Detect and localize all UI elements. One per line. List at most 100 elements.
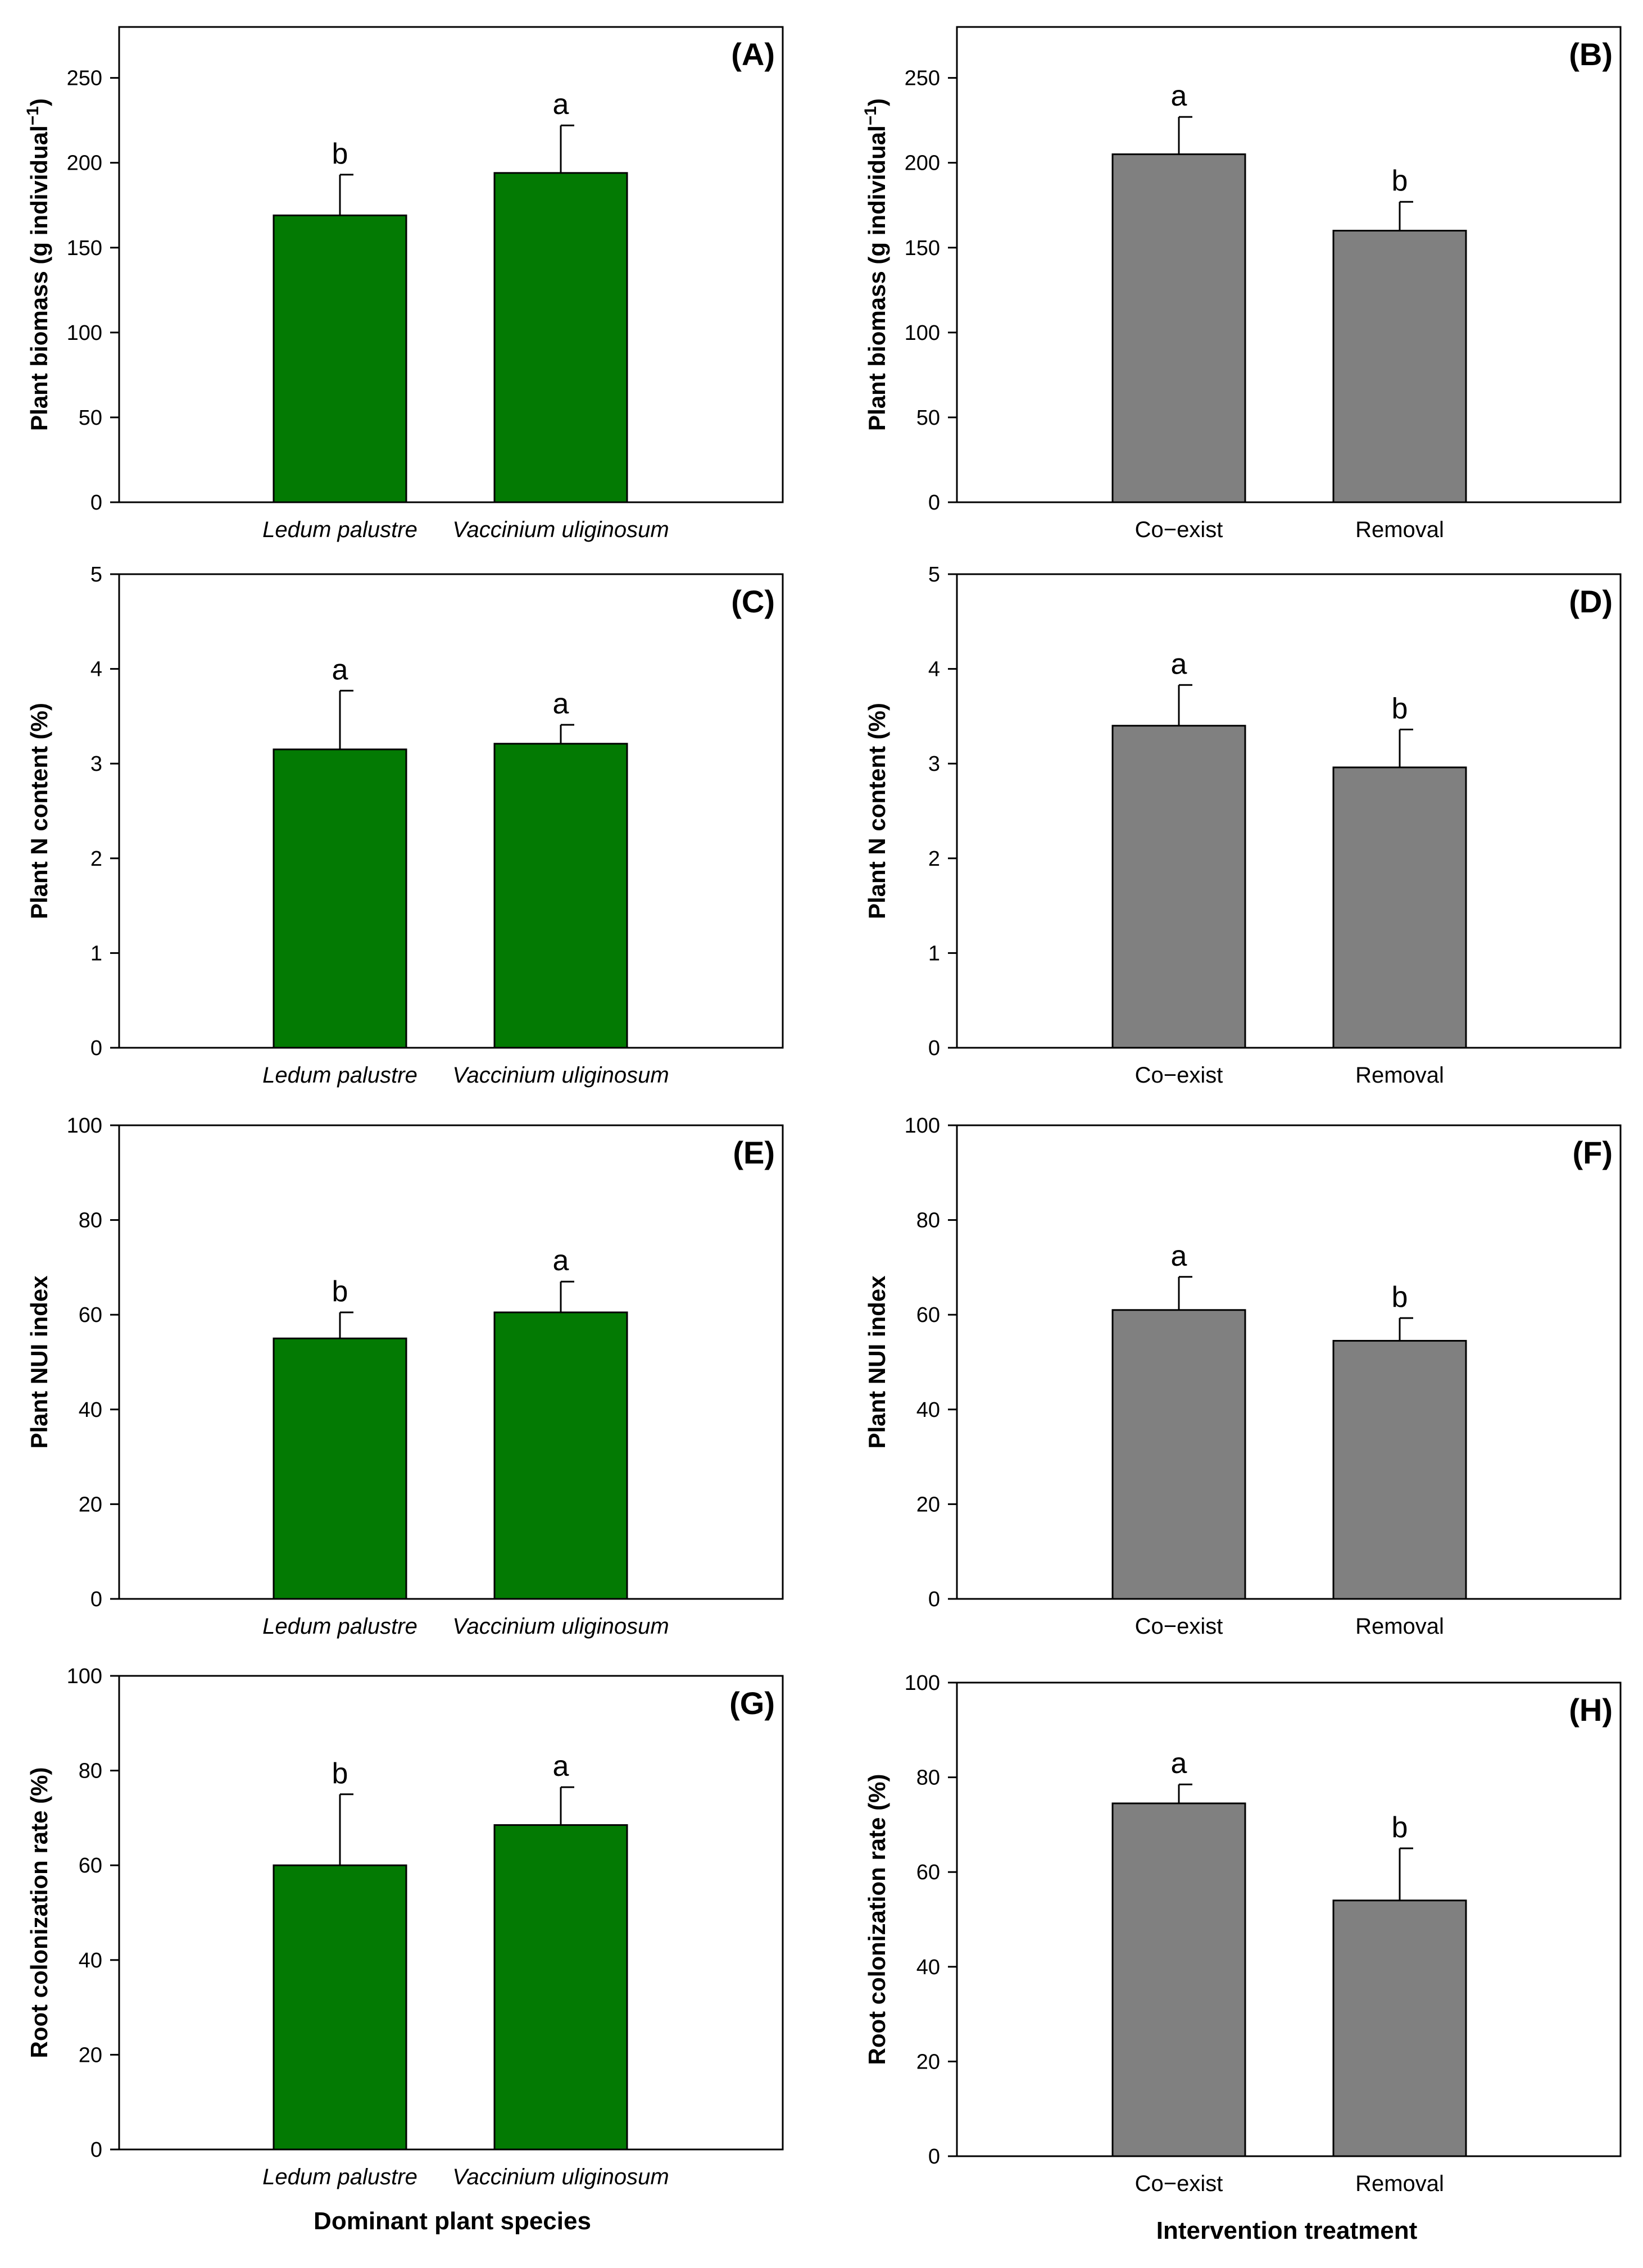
y-tick-label: 80 xyxy=(916,1766,940,1790)
significance-letter: b xyxy=(1392,693,1408,725)
y-tick-label: 50 xyxy=(79,406,102,430)
significance-letter: b xyxy=(1392,1281,1408,1313)
y-tick-label: 1 xyxy=(90,942,102,965)
chart-panel-g: 0 20 40 60 80 100 b Ledum palustre a Vaccinium ul… xyxy=(26,1665,784,2189)
panel-tag: (G) xyxy=(729,1685,775,1721)
bar xyxy=(1111,1309,1246,1600)
y-tick-label: 5 xyxy=(928,563,940,587)
y-tick-label: 2 xyxy=(90,847,102,871)
y-axis-label: Plant N content (%) xyxy=(864,703,890,919)
category-label: Ledum palustre xyxy=(262,1614,417,1639)
y-tick-label: 40 xyxy=(916,1398,940,1422)
plot-frame xyxy=(118,1124,784,1600)
y-tick-label: 0 xyxy=(90,1037,102,1060)
y-tick-label: 0 xyxy=(928,1037,940,1060)
y-tick-label: 100 xyxy=(67,1665,102,1688)
y-tick-label: 4 xyxy=(928,658,940,681)
significance-letter: a xyxy=(332,653,348,686)
significance-letter: b xyxy=(1392,165,1408,197)
significance-letter: a xyxy=(1171,1747,1187,1780)
y-tick-label: 200 xyxy=(905,152,940,175)
significance-letter: a xyxy=(553,88,569,121)
category-label: Removal xyxy=(1355,1063,1444,1088)
category-label: Vaccinium uliginosum xyxy=(452,517,669,542)
y-axis-label: Plant NUI index xyxy=(26,1275,52,1449)
y-tick-label: 20 xyxy=(79,1493,102,1516)
y-tick-label: 4 xyxy=(90,658,102,681)
y-tick-label: 150 xyxy=(905,237,940,260)
y-tick-label: 40 xyxy=(79,1398,102,1422)
bar xyxy=(493,1824,628,2151)
y-tick-label: 100 xyxy=(905,1114,940,1138)
panel-tag: (A) xyxy=(731,37,775,72)
category-label: Vaccinium uliginosum xyxy=(452,2165,669,2189)
bar xyxy=(493,743,628,1049)
y-tick-label: 20 xyxy=(916,1493,940,1516)
y-axis-label: Plant N content (%) xyxy=(26,703,52,919)
chart-panel-b: 0 50 100 150 200 250 a Co−exist b Removal (B) Plant… xyxy=(861,26,1622,542)
bar xyxy=(493,172,628,503)
significance-letter: b xyxy=(332,1757,348,1790)
bar xyxy=(273,1864,407,2151)
y-tick-label: 200 xyxy=(67,152,102,175)
panel-tag: (E) xyxy=(733,1135,775,1170)
chart-panel-a: 0 50 100 150 200 250 b Ledum palustre a Vaccinium… xyxy=(24,26,784,542)
y-axis-label: Plant biomass (g individual−1) xyxy=(24,98,52,431)
y-tick-label: 0 xyxy=(928,2145,940,2169)
category-label: Co−exist xyxy=(1135,517,1223,542)
y-tick-label: 100 xyxy=(67,1114,102,1138)
significance-letter: a xyxy=(1171,648,1187,680)
y-axis-label: Root colonization rate (%) xyxy=(864,1774,890,2065)
bar xyxy=(1111,1802,1246,2157)
bar xyxy=(1111,153,1246,503)
category-label: Removal xyxy=(1355,2171,1444,2196)
y-tick-label: 20 xyxy=(916,2050,940,2074)
y-tick-label: 50 xyxy=(916,406,940,430)
bar xyxy=(273,748,407,1049)
y-tick-label: 60 xyxy=(916,1303,940,1327)
x-title-right: Intervention treatment xyxy=(1156,2217,1418,2244)
panel-tag: (D) xyxy=(1569,584,1613,619)
bar xyxy=(1332,766,1467,1049)
y-tick-label: 0 xyxy=(928,491,940,515)
category-label: Removal xyxy=(1355,517,1444,542)
category-label: Removal xyxy=(1355,1614,1444,1639)
plot-frame xyxy=(956,26,1622,503)
y-tick-label: 40 xyxy=(916,1956,940,1979)
y-tick-label: 0 xyxy=(928,1588,940,1611)
panel-tag: (B) xyxy=(1569,37,1613,72)
y-axis-label: Root colonization rate (%) xyxy=(26,1767,52,2058)
y-tick-label: 1 xyxy=(928,942,940,965)
plot-frame xyxy=(956,1124,1622,1600)
bar xyxy=(1332,1340,1467,1600)
bar xyxy=(1111,725,1246,1049)
category-label: Vaccinium uliginosum xyxy=(452,1063,669,1088)
y-tick-label: 250 xyxy=(905,67,940,90)
category-label: Co−exist xyxy=(1135,1614,1223,1639)
y-tick-label: 100 xyxy=(67,321,102,345)
bar xyxy=(273,214,407,503)
significance-letter: a xyxy=(553,688,569,720)
chart-panel-c: 0 1 2 3 4 5 a Ledum palustre a Vaccinium uliginos… xyxy=(26,563,784,1088)
bar xyxy=(493,1311,628,1600)
chart-panel-d: 0 1 2 3 4 5 a Co−exist b Removal (D) Plant N conten… xyxy=(864,563,1622,1088)
y-tick-label: 3 xyxy=(928,752,940,776)
significance-letter: a xyxy=(1171,1240,1187,1272)
plot-frame xyxy=(956,1681,1622,2157)
significance-letter: b xyxy=(332,138,348,170)
chart-panel-h: 0 20 40 60 80 100 a Co−exist b Removal (H) Root col… xyxy=(864,1671,1622,2196)
plot-frame xyxy=(118,1675,784,2151)
y-tick-label: 60 xyxy=(79,1854,102,1878)
category-label: Vaccinium uliginosum xyxy=(452,1614,669,1639)
y-tick-label: 2 xyxy=(928,847,940,871)
category-label: Co−exist xyxy=(1135,1063,1223,1088)
y-tick-label: 40 xyxy=(79,1949,102,1972)
significance-letter: a xyxy=(1171,80,1187,112)
chart-panel-f: 0 20 40 60 80 100 a Co−exist b Removal (F) Plant NU… xyxy=(864,1114,1622,1639)
bar xyxy=(1332,1899,1467,2157)
category-label: Co−exist xyxy=(1135,2171,1223,2196)
y-tick-label: 100 xyxy=(905,321,940,345)
plot-frame xyxy=(118,573,784,1049)
panel-tag: (C) xyxy=(731,584,775,619)
